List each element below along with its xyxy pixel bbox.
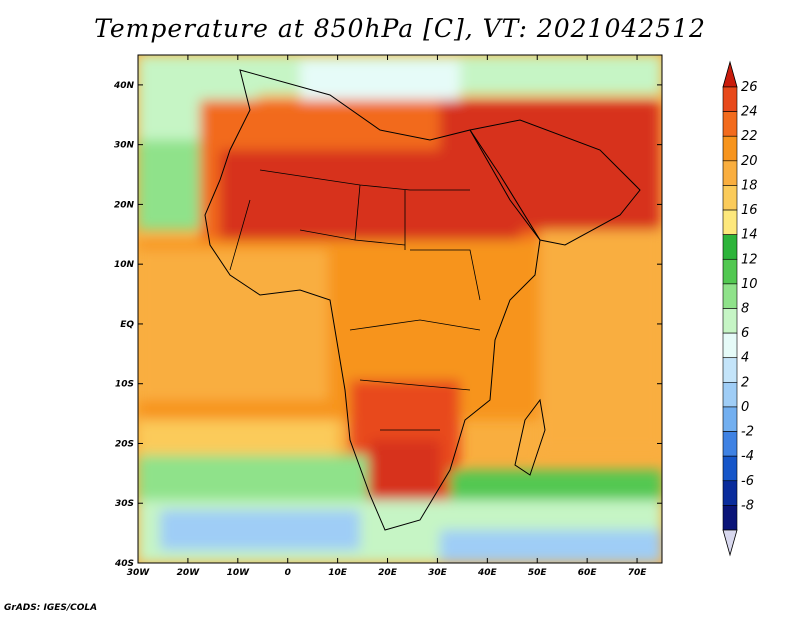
lat-tick-label: 40N bbox=[113, 81, 135, 91]
lat-tick-label: 20N bbox=[114, 200, 135, 210]
colorbar-swatch bbox=[722, 431, 738, 457]
colorbar-swatch bbox=[722, 455, 738, 482]
lat-tick-label: 10S bbox=[115, 380, 134, 390]
colorbar-label: -8 bbox=[741, 498, 754, 513]
lat-tick-label: 30S bbox=[115, 499, 134, 509]
colorbar-swatch bbox=[722, 505, 738, 531]
lon-tick-label: 10W bbox=[227, 568, 251, 578]
colorbar-label: 2 bbox=[741, 375, 749, 390]
lon-tick-label: 20W bbox=[177, 568, 201, 578]
lon-tick-label: 60E bbox=[578, 568, 598, 578]
colorbar-label: -4 bbox=[741, 449, 754, 464]
colorbar-label: 4 bbox=[741, 351, 749, 366]
map-title: Temperature at 850hPa [C], VT: 202104251… bbox=[94, 14, 706, 43]
colorbar-bottom-arrow bbox=[722, 529, 738, 557]
colorbar-label: 8 bbox=[741, 302, 749, 317]
colorbar-label: 6 bbox=[741, 326, 749, 341]
colorbar-label: 26 bbox=[741, 80, 758, 95]
lon-tick-label: 20E bbox=[378, 568, 398, 578]
lat-tick-label: 10N bbox=[114, 260, 135, 270]
footer-credit: GrADS: IGES/COLA bbox=[4, 603, 98, 613]
colorbar-label: 16 bbox=[741, 203, 758, 218]
colorbar-swatch bbox=[722, 308, 738, 334]
colorbar-label: 24 bbox=[741, 105, 758, 120]
colorbar-swatch bbox=[722, 234, 738, 260]
arabia-coastline bbox=[469, 119, 641, 246]
lat-tick-label: 20S bbox=[115, 439, 134, 449]
colorbar-label: 12 bbox=[741, 252, 758, 267]
colorbar-swatch bbox=[722, 258, 738, 285]
lon-tick-label: 40E bbox=[477, 568, 498, 578]
colorbar-label: 0 bbox=[741, 400, 749, 415]
colorbar-label: -6 bbox=[741, 474, 754, 489]
lat-tick-label: 40S bbox=[114, 559, 134, 569]
colorbar-swatch bbox=[722, 357, 738, 383]
latitude-axis: 40N 30N 20N 10N EQ 10S 20S 30S 40S bbox=[113, 81, 662, 569]
colorbar-swatch bbox=[722, 283, 738, 309]
colorbar-top-arrow bbox=[722, 60, 738, 88]
lon-tick-label: 0 bbox=[285, 568, 291, 578]
colorbar-swatch bbox=[722, 382, 738, 408]
lon-tick-label: 30W bbox=[127, 568, 151, 578]
lon-tick-label: 70E bbox=[628, 568, 648, 578]
colorbar-swatch bbox=[722, 480, 738, 506]
lon-tick-label: 10E bbox=[328, 568, 348, 578]
colorbar-label: 14 bbox=[741, 228, 758, 243]
colorbar-label: 10 bbox=[741, 277, 758, 292]
africa-coastline bbox=[204, 69, 541, 531]
colorbar-swatch bbox=[722, 135, 738, 162]
longitude-axis: 30W 20W 10W 0 10E 20E 30E 40E 50E 60E 70E bbox=[127, 55, 647, 578]
colorbar-label: 20 bbox=[741, 154, 758, 169]
colorbar-label: 22 bbox=[741, 129, 758, 144]
temperature-field bbox=[138, 55, 662, 563]
colorbar-swatch bbox=[722, 209, 738, 235]
lon-tick-label: 50E bbox=[528, 568, 548, 578]
lon-tick-label: 30E bbox=[428, 568, 448, 578]
madagascar-coastline bbox=[514, 398, 546, 476]
colorbar-swatch bbox=[722, 160, 738, 186]
lat-tick-label: 30N bbox=[114, 141, 135, 151]
lat-tick-label: EQ bbox=[120, 320, 134, 330]
map-frame bbox=[137, 54, 663, 564]
colorbar-label: 18 bbox=[741, 178, 758, 193]
colorbar-swatch bbox=[722, 406, 738, 432]
colorbar-swatch bbox=[722, 332, 738, 359]
colorbar-label: -2 bbox=[741, 425, 754, 440]
colorbar-swatch bbox=[722, 111, 738, 137]
colorbar-swatch bbox=[722, 185, 738, 211]
colorbar-swatch bbox=[722, 86, 738, 112]
country-borders bbox=[229, 169, 481, 431]
